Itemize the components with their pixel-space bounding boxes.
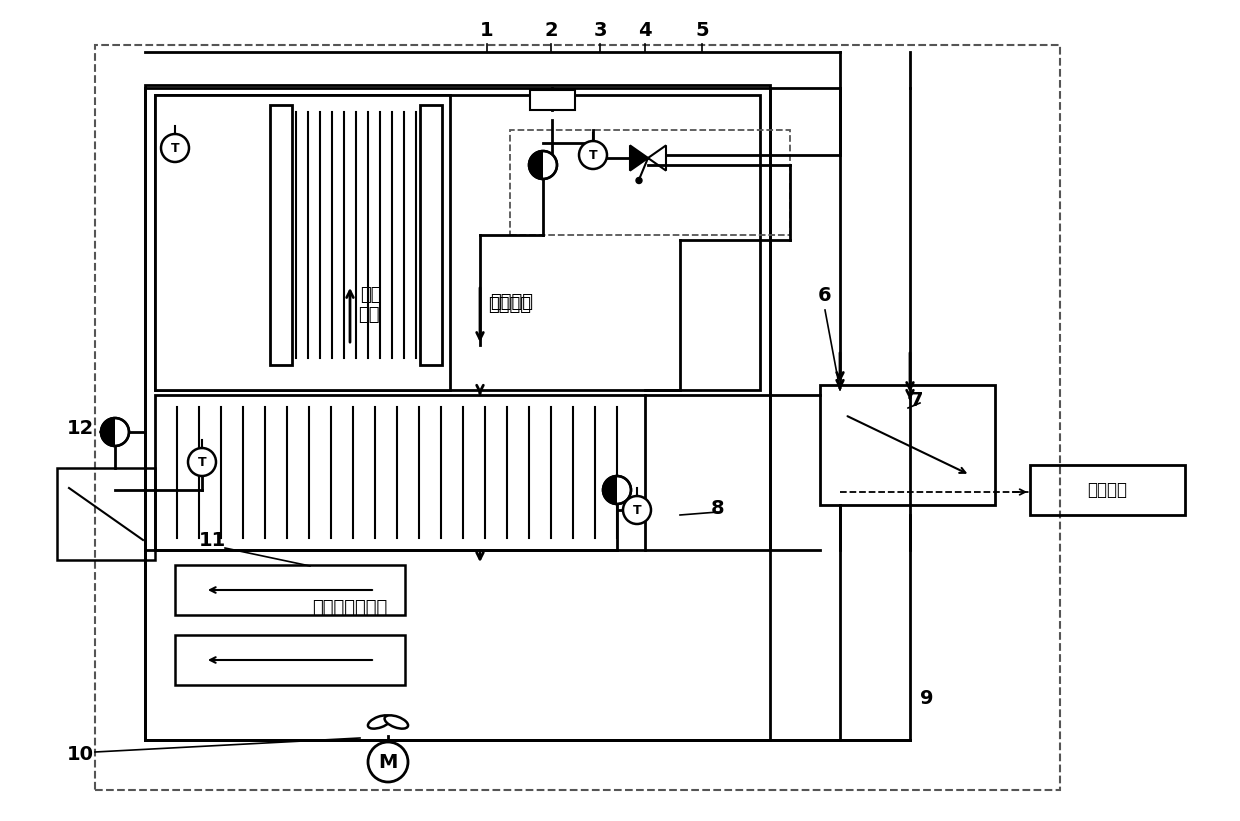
- Text: T: T: [589, 149, 598, 162]
- Text: 10: 10: [67, 745, 93, 764]
- FancyBboxPatch shape: [420, 105, 441, 365]
- Text: T: T: [197, 456, 206, 469]
- FancyBboxPatch shape: [155, 95, 450, 390]
- Text: 4: 4: [639, 21, 652, 39]
- Text: 通信接口: 通信接口: [1087, 481, 1127, 499]
- FancyBboxPatch shape: [270, 105, 291, 365]
- Polygon shape: [603, 476, 618, 504]
- Text: 6: 6: [818, 286, 832, 305]
- Polygon shape: [100, 418, 115, 446]
- Text: 1: 1: [480, 21, 494, 39]
- Circle shape: [622, 496, 651, 524]
- Text: 甲醇: 甲醇: [360, 286, 382, 304]
- FancyBboxPatch shape: [175, 565, 405, 615]
- Circle shape: [100, 418, 129, 446]
- Text: 甲醇: 甲醇: [358, 306, 379, 324]
- Polygon shape: [630, 145, 649, 171]
- Text: 12: 12: [67, 419, 94, 438]
- Circle shape: [579, 141, 608, 169]
- Circle shape: [603, 476, 631, 504]
- Text: M: M: [378, 753, 398, 772]
- Circle shape: [636, 177, 642, 184]
- Text: 3: 3: [593, 21, 606, 39]
- Text: 高温尾气: 高温尾气: [489, 296, 531, 314]
- Text: 11: 11: [198, 530, 226, 549]
- Polygon shape: [529, 151, 543, 179]
- Ellipse shape: [384, 715, 408, 729]
- Circle shape: [529, 151, 557, 179]
- Text: T: T: [632, 503, 641, 516]
- Circle shape: [161, 134, 188, 162]
- Circle shape: [368, 742, 408, 782]
- Text: 高温尾气: 高温尾气: [490, 293, 533, 311]
- Ellipse shape: [368, 715, 392, 729]
- FancyBboxPatch shape: [529, 90, 575, 110]
- FancyBboxPatch shape: [175, 635, 405, 685]
- Text: 尾气降温后排出: 尾气降温后排出: [312, 599, 388, 617]
- Circle shape: [188, 448, 216, 476]
- Text: T: T: [171, 141, 180, 154]
- Text: 9: 9: [920, 689, 934, 708]
- Text: 2: 2: [544, 21, 558, 39]
- Text: 7: 7: [910, 391, 924, 410]
- Text: 5: 5: [696, 21, 709, 39]
- Text: 8: 8: [712, 498, 725, 517]
